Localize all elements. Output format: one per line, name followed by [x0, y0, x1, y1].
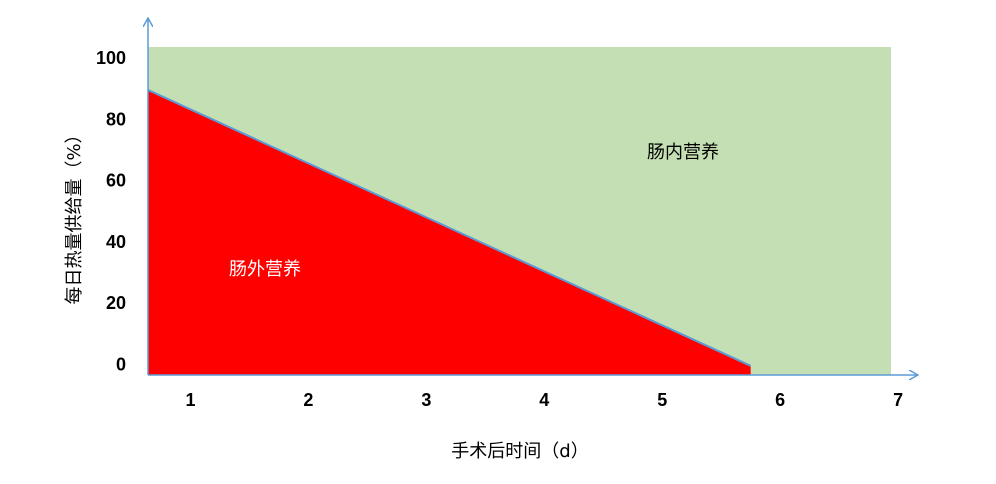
x-tick-label: 6 [775, 390, 785, 410]
y-tick-label: 20 [106, 293, 126, 313]
x-tick-label: 1 [185, 390, 195, 410]
area [148, 89, 751, 375]
x-tick-label: 4 [539, 390, 549, 410]
series-label: 肠内营养 [647, 142, 719, 163]
plot-area [147, 47, 891, 375]
series-label: 肠外营养 [229, 259, 301, 280]
x-tick-label: 5 [657, 390, 667, 410]
x-tick-label: 2 [303, 390, 313, 410]
y-tick-label: 60 [106, 171, 126, 191]
x-tick-label: 3 [421, 390, 431, 410]
y-axis-label: 每日热量供给量（%） [64, 125, 85, 304]
y-tick-label: 80 [106, 109, 126, 129]
x-tick-label: 7 [893, 390, 903, 410]
y-tick-label: 0 [116, 355, 126, 375]
y-tick-label: 40 [106, 232, 126, 252]
x-axis-label: 手术后时间（d） [451, 441, 588, 462]
y-tick-label: 100 [96, 48, 126, 68]
area-edge [147, 89, 752, 367]
